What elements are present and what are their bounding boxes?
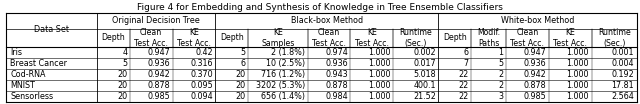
Text: 0.936: 0.936 <box>524 59 546 68</box>
Text: 1.000: 1.000 <box>368 92 390 101</box>
Text: 1.000: 1.000 <box>368 48 390 57</box>
Text: 10 (2.5%): 10 (2.5%) <box>266 59 305 68</box>
Text: Clean
Test Acc.: Clean Test Acc. <box>312 28 346 48</box>
Text: 7: 7 <box>464 59 469 68</box>
Text: 3: 3 <box>499 92 504 101</box>
Text: 20: 20 <box>117 81 127 90</box>
Text: Figure 4 for Embedding and Synthesis of Knowledge in Tree Ensemble Classifiers: Figure 4 for Embedding and Synthesis of … <box>137 3 503 12</box>
Text: 0.316: 0.316 <box>190 59 213 68</box>
Text: 0.004: 0.004 <box>612 59 634 68</box>
Text: White-box Method: White-box Method <box>501 16 574 25</box>
Text: 0.878: 0.878 <box>147 81 170 90</box>
Text: 0.878: 0.878 <box>325 81 348 90</box>
Text: 5: 5 <box>122 59 127 68</box>
Text: MNIST: MNIST <box>10 81 35 90</box>
Text: 0.017: 0.017 <box>413 59 436 68</box>
Text: 0.943: 0.943 <box>325 70 348 79</box>
Text: 0.094: 0.094 <box>190 92 213 101</box>
Text: Depth: Depth <box>102 33 125 42</box>
Text: 22: 22 <box>459 81 469 90</box>
Text: Iris: Iris <box>10 48 22 57</box>
Text: Cod-RNA: Cod-RNA <box>10 70 45 79</box>
Text: 17.81: 17.81 <box>612 81 634 90</box>
Text: Black-box Method: Black-box Method <box>291 16 363 25</box>
Text: 0.974: 0.974 <box>325 48 348 57</box>
Text: KE
Test Acc.: KE Test Acc. <box>177 28 211 48</box>
Text: 5.018: 5.018 <box>413 70 436 79</box>
Text: 1: 1 <box>499 48 504 57</box>
Text: 20: 20 <box>117 92 127 101</box>
Text: 2: 2 <box>499 70 504 79</box>
Text: 0.370: 0.370 <box>190 70 213 79</box>
Text: 1.000: 1.000 <box>368 81 390 90</box>
Text: 0.985: 0.985 <box>147 92 170 101</box>
Text: KE
Test Acc.: KE Test Acc. <box>553 28 587 48</box>
Text: KE
Test Acc.: KE Test Acc. <box>355 28 389 48</box>
Text: 20: 20 <box>236 92 246 101</box>
Text: 0.942: 0.942 <box>524 70 546 79</box>
Text: 2 (1.8%): 2 (1.8%) <box>271 48 305 57</box>
Text: 0.002: 0.002 <box>413 48 436 57</box>
Text: 0.936: 0.936 <box>147 59 170 68</box>
Text: 1.000: 1.000 <box>368 59 390 68</box>
Text: 656 (1.4%): 656 (1.4%) <box>261 92 305 101</box>
Text: Runtime
(Sec.): Runtime (Sec.) <box>598 28 630 48</box>
Text: 1.000: 1.000 <box>566 59 589 68</box>
Text: 0.984: 0.984 <box>325 92 348 101</box>
Text: 1.000: 1.000 <box>368 70 390 79</box>
Text: 1.000: 1.000 <box>566 81 589 90</box>
Text: 4: 4 <box>122 48 127 57</box>
Text: Clean
Test Acc.: Clean Test Acc. <box>510 28 545 48</box>
Text: 6: 6 <box>241 59 246 68</box>
Text: 0.878: 0.878 <box>524 81 546 90</box>
Text: Depth: Depth <box>443 33 467 42</box>
Text: 716 (1.2%): 716 (1.2%) <box>261 70 305 79</box>
Text: 22: 22 <box>459 92 469 101</box>
Text: Modif.
Paths: Modif. Paths <box>477 28 500 48</box>
Text: 5: 5 <box>241 48 246 57</box>
Text: 5: 5 <box>499 59 504 68</box>
Text: Runtime
(Sec.): Runtime (Sec.) <box>399 28 432 48</box>
Text: 0.095: 0.095 <box>190 81 213 90</box>
Text: 0.192: 0.192 <box>611 70 634 79</box>
Text: 0.936: 0.936 <box>325 59 348 68</box>
Text: 0.947: 0.947 <box>524 48 546 57</box>
Text: 0.942: 0.942 <box>147 70 170 79</box>
Text: Original Decision Tree: Original Decision Tree <box>112 16 200 25</box>
Text: 1.000: 1.000 <box>566 70 589 79</box>
Text: 1.000: 1.000 <box>566 92 589 101</box>
Text: 0.42: 0.42 <box>195 48 213 57</box>
Text: 0.985: 0.985 <box>524 92 546 101</box>
Text: 20: 20 <box>236 81 246 90</box>
Text: 400.1: 400.1 <box>413 81 436 90</box>
Text: KE
Samples: KE Samples <box>261 28 294 48</box>
Text: 0.947: 0.947 <box>147 48 170 57</box>
Text: 2: 2 <box>499 81 504 90</box>
Text: Sensorless: Sensorless <box>10 92 53 101</box>
Text: 2.564: 2.564 <box>611 92 634 101</box>
Text: 20: 20 <box>117 70 127 79</box>
Text: 1.000: 1.000 <box>566 48 589 57</box>
Text: 6: 6 <box>464 48 469 57</box>
Text: Depth: Depth <box>220 33 244 42</box>
Text: Data Set: Data Set <box>34 25 69 34</box>
Text: Clean
Test Acc.: Clean Test Acc. <box>134 28 168 48</box>
Text: 3202 (5.3%): 3202 (5.3%) <box>256 81 305 90</box>
Text: 22: 22 <box>459 70 469 79</box>
Text: 20: 20 <box>236 70 246 79</box>
Text: 0.001: 0.001 <box>612 48 634 57</box>
Text: Breast Cancer: Breast Cancer <box>10 59 67 68</box>
Text: 21.52: 21.52 <box>413 92 436 101</box>
